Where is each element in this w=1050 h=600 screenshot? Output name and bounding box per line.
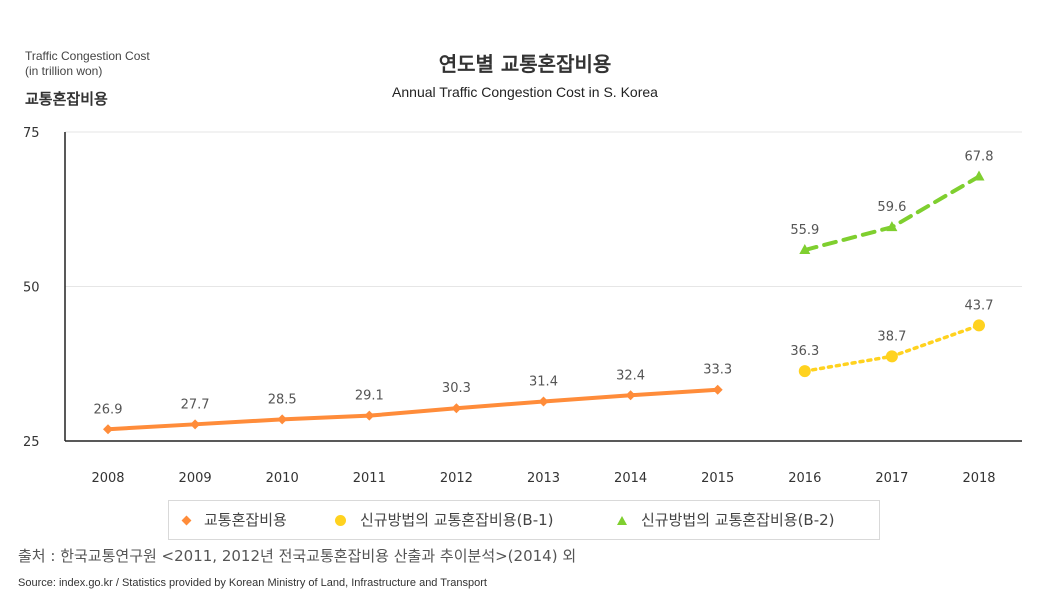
diamond-marker-2009 — [190, 419, 201, 430]
x-tick-2016: 2016 — [788, 471, 821, 486]
circle-marker-2018 — [973, 319, 985, 332]
unit-label-line2: (in trillion won) — [25, 64, 103, 78]
series-markers — [103, 170, 985, 435]
y-tick-labels: 25 50 75 — [23, 126, 40, 450]
data-label-1-2018: 43.7 — [965, 298, 994, 313]
data-label-0-2012: 30.3 — [442, 381, 471, 396]
x-tick-2012: 2012 — [440, 471, 473, 486]
x-tick-2018: 2018 — [962, 471, 995, 486]
data-label-0-2013: 31.4 — [529, 374, 558, 389]
diamond-marker-2015 — [712, 384, 723, 395]
diamond-marker-2010 — [277, 414, 288, 425]
gridlines — [65, 131, 1022, 287]
unit-label-line1: Traffic Congestion Cost — [25, 49, 150, 63]
legend-item-cost: 교통혼잡비용 — [181, 501, 287, 539]
x-tick-labels: 2008 2009 2010 2011 2012 2013 2014 2015 2016 2017… — [91, 471, 995, 486]
axes — [64, 132, 1022, 442]
series-line-0 — [106, 387, 720, 432]
chart-legend: 교통혼잡비용 신규방법의 교통혼잡비용(B-1) 신규방법의 교통혼잡비용(B-… — [168, 500, 880, 540]
legend-label-cost: 교통혼잡비용 — [204, 511, 287, 529]
circle-marker-2016 — [798, 365, 811, 378]
triangle-marker-2016 — [799, 244, 811, 255]
triangle-marker-icon — [617, 516, 627, 525]
legend-label-b1: 신규방법의 교통혼잡비용(B-1) — [360, 511, 554, 529]
circle-marker-2017 — [885, 350, 898, 363]
y-tick-75: 75 — [23, 126, 40, 141]
diamond-marker-2014 — [625, 390, 636, 401]
data-label-2-2018: 67.8 — [965, 149, 994, 164]
data-label-0-2011: 29.1 — [355, 389, 384, 404]
x-tick-2017: 2017 — [875, 471, 908, 486]
data-label-0-2010: 28.5 — [268, 392, 297, 407]
x-tick-2013: 2013 — [527, 471, 560, 486]
x-tick-2008: 2008 — [91, 471, 124, 486]
source-korean: 출처 : 한국교통연구원 <2011, 2012년 전국교통혼잡비용 산출과 추… — [18, 547, 577, 565]
triangle-marker-2018 — [973, 170, 985, 181]
chart-title-en: Annual Traffic Congestion Cost in S. Kor… — [392, 84, 658, 100]
diamond-marker-2012 — [451, 403, 462, 414]
diamond-marker-2011 — [364, 410, 375, 421]
series-lines — [106, 174, 981, 432]
legend-item-b1: 신규방법의 교통혼잡비용(B-1) — [335, 501, 554, 539]
x-tick-2011: 2011 — [353, 471, 386, 486]
x-tick-2010: 2010 — [266, 471, 299, 486]
x-tick-2009: 2009 — [179, 471, 212, 486]
legend-item-b2: 신규방법의 교통혼잡비용(B-2) — [617, 501, 835, 539]
y-tick-25: 25 — [23, 435, 40, 450]
x-tick-2015: 2015 — [701, 471, 734, 486]
data-label-1-2017: 38.7 — [877, 329, 906, 344]
x-tick-2014: 2014 — [614, 471, 647, 486]
diamond-marker-icon — [181, 515, 192, 526]
data-label-1-2016: 36.3 — [790, 344, 819, 359]
diamond-marker-2013 — [538, 396, 549, 407]
y-tick-50: 50 — [23, 281, 40, 296]
legend-label-b2: 신규방법의 교통혼잡비용(B-2) — [641, 511, 835, 529]
data-label-2-2017: 59.6 — [877, 200, 906, 215]
data-label-0-2009: 27.7 — [181, 397, 210, 412]
triangle-marker-2017 — [886, 221, 898, 232]
source-english: Source: index.go.kr / Statistics provide… — [18, 577, 487, 589]
data-label-2-2016: 55.9 — [790, 223, 819, 238]
data-label-0-2015: 33.3 — [703, 363, 732, 378]
y-axis-title: 교통혼잡비용 — [25, 90, 108, 108]
data-labels: 26.9 27.7 28.5 29.1 30.3 31.4 32.4 33.3 36.3 38.7… — [94, 149, 994, 417]
chart-title-ko: 연도별 교통혼잡비용 — [438, 52, 612, 76]
circle-marker-icon — [335, 515, 346, 526]
diamond-marker-2008 — [103, 424, 113, 435]
data-label-0-2008: 26.9 — [94, 402, 123, 417]
data-label-0-2014: 32.4 — [616, 368, 645, 383]
